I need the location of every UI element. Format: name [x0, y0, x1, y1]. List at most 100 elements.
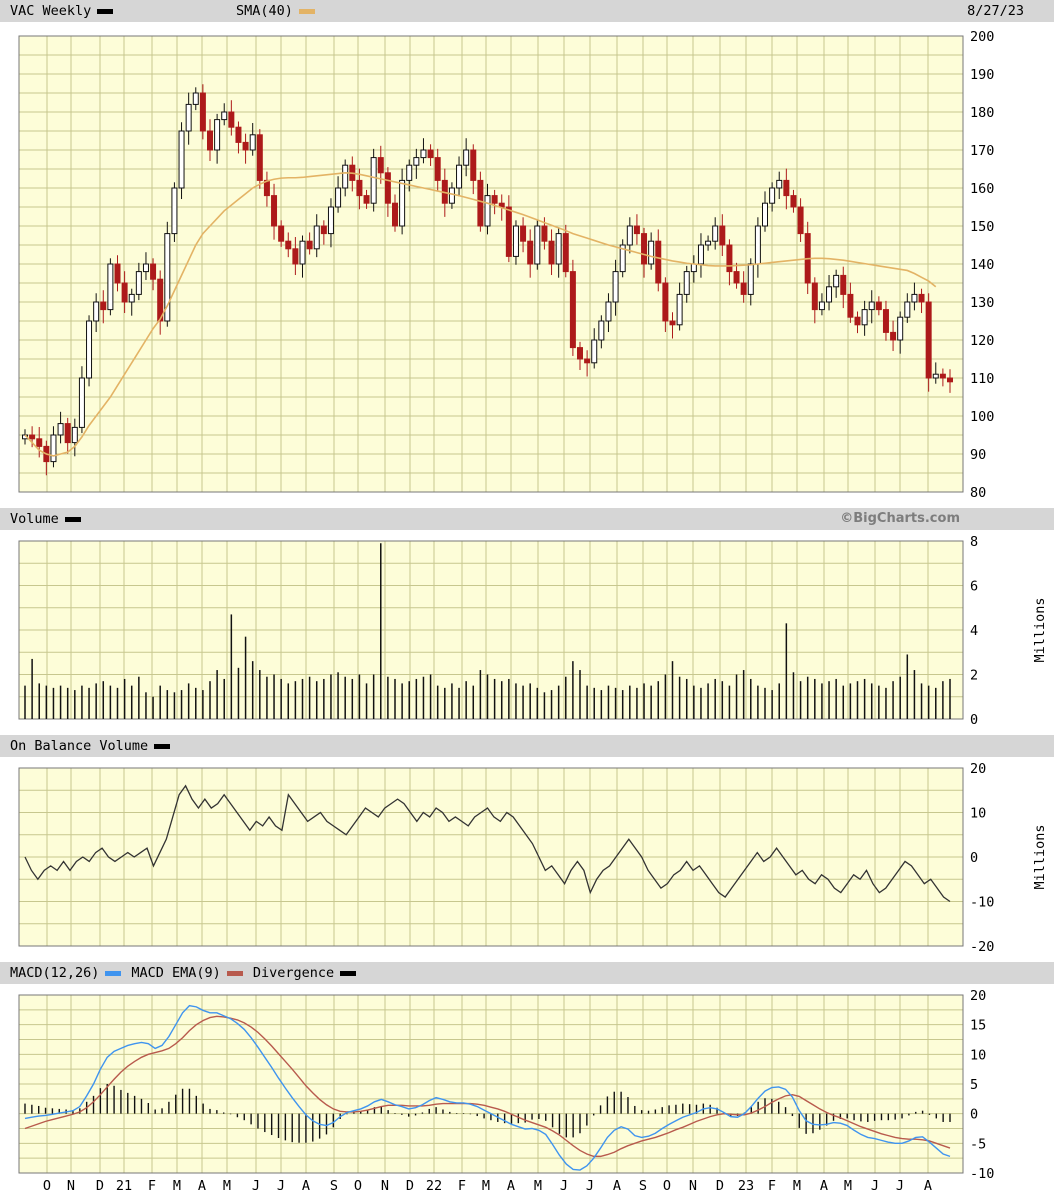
y-tick-label: 100 — [970, 409, 994, 425]
x-tick-label: M — [482, 1178, 490, 1194]
candle-body — [171, 187, 178, 235]
ticker-swatch — [97, 8, 114, 14]
candle — [107, 258, 114, 316]
candle — [342, 159, 349, 197]
candle — [335, 176, 342, 213]
candle-body — [384, 172, 391, 204]
volume-legend: Volume — [10, 511, 91, 527]
divergence-label: Divergence — [252, 965, 335, 981]
candle — [285, 232, 292, 258]
candle-body — [470, 149, 477, 181]
candle — [904, 293, 911, 323]
x-tick-label: O — [663, 1178, 671, 1194]
x-tick-label: J — [896, 1178, 904, 1194]
x-tick-label: A — [507, 1178, 515, 1194]
candle-body — [221, 111, 228, 121]
candle — [306, 232, 313, 255]
candle-body — [562, 233, 569, 273]
candle — [427, 144, 434, 166]
candle — [157, 270, 164, 335]
candle-body — [256, 134, 263, 181]
bigcharts-watermark: ©BigCharts.com — [840, 511, 960, 526]
candle — [114, 255, 121, 292]
macd-ema-line — [24, 1015, 951, 1158]
candle-body — [420, 149, 427, 159]
candle-body — [683, 271, 690, 295]
candle — [406, 159, 413, 192]
candle — [911, 282, 918, 311]
divergence-swatch — [340, 970, 357, 976]
candle-body — [555, 233, 562, 265]
y-tick-label: 110 — [970, 371, 994, 387]
candle — [555, 227, 562, 278]
candle — [377, 145, 384, 184]
sma-line — [24, 171, 937, 457]
candle-body — [370, 157, 377, 204]
obv-legend: On Balance Volume — [10, 738, 180, 754]
y-tick-label: -20 — [970, 939, 994, 955]
candle-body — [797, 206, 804, 235]
candle-body — [577, 347, 583, 360]
candle — [705, 235, 712, 251]
candle-body — [505, 206, 512, 257]
candle-body — [456, 164, 463, 189]
candle-body — [86, 320, 93, 379]
candle — [278, 220, 285, 247]
candle-body — [854, 316, 861, 326]
candle — [612, 259, 619, 316]
candle — [811, 277, 818, 324]
x-tick-label: M — [223, 1178, 231, 1194]
candle-body — [235, 126, 242, 143]
candle-body — [377, 157, 384, 174]
candle — [420, 138, 427, 164]
candle — [925, 293, 932, 392]
candle — [50, 426, 57, 468]
candle — [534, 220, 541, 270]
candle — [235, 121, 242, 154]
y-tick-label: 20 — [970, 988, 986, 1004]
candle — [93, 293, 100, 333]
x-tick-label: O — [354, 1178, 362, 1194]
candle — [939, 368, 946, 387]
obv-line — [24, 784, 951, 903]
x-tick-label: F — [768, 1178, 776, 1194]
candle-body — [875, 301, 882, 311]
ticker-legend: VAC Weekly — [10, 3, 123, 19]
candle — [185, 92, 192, 145]
y-tick-label: 160 — [970, 181, 994, 197]
candle-body — [719, 225, 726, 246]
candle — [598, 315, 605, 349]
x-axis-labels: O N D 21 F M A M J J A S O N D 22 F M A M J J A S O N D 23 F M A M J J A — [43, 1178, 932, 1194]
chart-date: 8/27/23 — [967, 3, 1024, 19]
x-tick-label: M — [534, 1178, 542, 1194]
x-tick-label: N — [67, 1178, 75, 1194]
x-tick-label: 21 — [116, 1178, 132, 1194]
candle — [833, 269, 840, 298]
candle — [726, 239, 733, 286]
macd-label: MACD(12,26) — [10, 965, 100, 981]
candle — [875, 296, 882, 316]
volume-swatch — [64, 516, 81, 522]
candle-body — [897, 316, 904, 341]
candle — [605, 293, 612, 333]
obv-label: On Balance Volume — [10, 738, 149, 754]
x-tick-label: M — [173, 1178, 181, 1194]
candle-body — [648, 240, 655, 265]
candle-body — [726, 244, 733, 273]
candle-body — [754, 225, 761, 265]
candle-body — [484, 195, 491, 227]
candle-body — [619, 244, 626, 273]
candle-body — [335, 187, 342, 208]
candle — [669, 312, 676, 339]
candle-body — [584, 358, 591, 364]
candle — [584, 350, 591, 377]
x-tick-label: A — [924, 1178, 932, 1194]
candle-body — [128, 293, 135, 303]
candle-body — [278, 225, 285, 242]
candle-body — [740, 282, 747, 295]
x-tick-label: J — [560, 1178, 568, 1194]
candle — [320, 220, 327, 245]
candle-body — [512, 225, 519, 257]
candle-body — [690, 263, 697, 273]
